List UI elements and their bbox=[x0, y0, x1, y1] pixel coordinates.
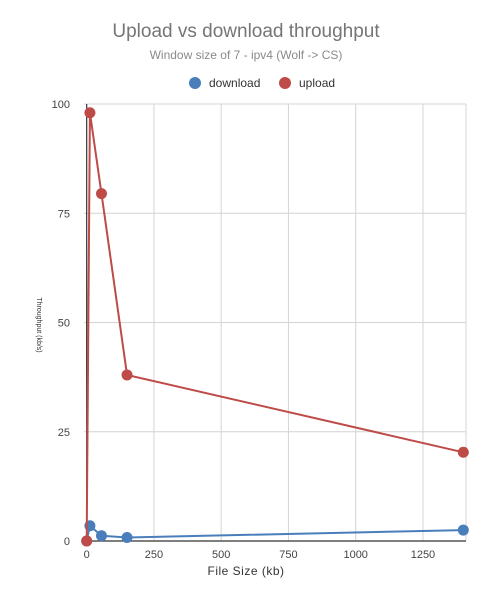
data-point-download bbox=[121, 532, 133, 544]
y-axis-label: Throughput (kb/s) bbox=[35, 297, 42, 352]
y-tick-label: 75 bbox=[58, 208, 70, 220]
legend-marker-download bbox=[189, 77, 201, 89]
series-line-download bbox=[85, 524, 464, 542]
data-point-upload bbox=[121, 369, 133, 381]
data-point-upload bbox=[84, 107, 96, 119]
y-tick-label: 50 bbox=[58, 318, 70, 330]
series-line-upload bbox=[85, 111, 464, 542]
chart-title: Upload vs download throughput bbox=[112, 21, 380, 42]
data-point-download bbox=[95, 530, 107, 542]
data-point-upload bbox=[95, 188, 107, 200]
legend-marker-upload bbox=[279, 77, 291, 89]
legend-label-download: download bbox=[209, 76, 260, 90]
legend: download upload bbox=[189, 76, 335, 90]
x-tick-label: 750 bbox=[279, 549, 297, 561]
data-point-upload bbox=[81, 535, 93, 547]
legend-label-upload: upload bbox=[299, 76, 335, 90]
x-tick-label: 250 bbox=[145, 549, 163, 561]
y-tick-label: 25 bbox=[58, 427, 70, 439]
data-point-upload bbox=[457, 446, 469, 458]
x-tick-label: 1000 bbox=[343, 549, 367, 561]
y-tick-label: 100 bbox=[52, 99, 70, 111]
x-axis-label: File Size (kb) bbox=[207, 564, 284, 578]
series-layer bbox=[81, 107, 469, 547]
x-tick-label: 0 bbox=[84, 549, 90, 561]
data-point-download bbox=[457, 524, 469, 536]
y-tick-label: 0 bbox=[64, 536, 70, 548]
chart-subtitle: Window size of 7 - ipv4 (Wolf -> CS) bbox=[150, 48, 343, 62]
x-tick-label: 500 bbox=[212, 549, 230, 561]
tick-labels: 0 250 500 750 1000 1250 0 25 50 75 100 bbox=[52, 99, 436, 561]
y-axis-label-group: Throughput (kb/s) bbox=[35, 297, 42, 352]
x-tick-label: 1250 bbox=[411, 549, 435, 561]
gridlines bbox=[84, 103, 467, 541]
